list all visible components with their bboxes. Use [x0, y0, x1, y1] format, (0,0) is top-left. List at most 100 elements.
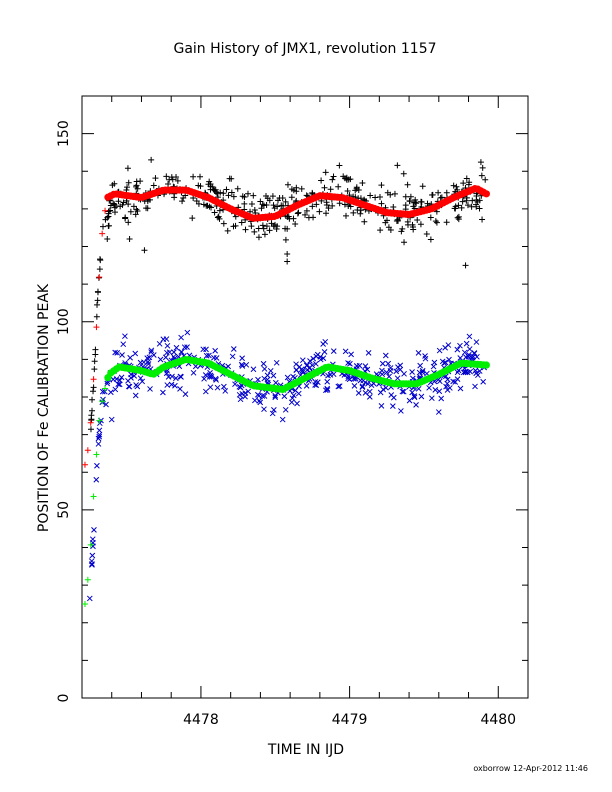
data-point-x	[173, 375, 179, 382]
data-point-plus	[418, 198, 425, 205]
data-point-plus	[464, 202, 471, 209]
data-point-x	[469, 354, 475, 361]
data-point-x	[101, 388, 108, 395]
data-point-plus	[427, 214, 434, 221]
data-point-x	[173, 344, 180, 351]
data-point-plus	[127, 208, 134, 215]
data-point-x	[379, 360, 386, 367]
data-point-plus	[285, 213, 292, 220]
data-point-x	[255, 376, 261, 383]
data-point-x	[260, 360, 267, 367]
data-point-plus	[344, 187, 351, 194]
data-point-plus	[115, 198, 122, 205]
data-point-x	[190, 369, 197, 376]
data-point-x	[214, 384, 221, 391]
data-point-x	[230, 346, 237, 352]
data-point-x	[351, 376, 357, 382]
data-point-plus	[90, 376, 97, 383]
data-point-x	[166, 349, 173, 356]
data-point-x	[335, 383, 342, 390]
data-point-plus	[325, 205, 332, 212]
data-point-x	[313, 382, 320, 389]
data-point-x	[351, 383, 358, 389]
data-point-x	[115, 381, 122, 388]
data-point-plus	[302, 211, 309, 218]
data-point-plus	[230, 223, 237, 230]
data-point-plus	[234, 185, 241, 192]
data-point-x	[292, 387, 299, 394]
data-point-x	[387, 365, 394, 371]
data-point-x	[270, 372, 277, 379]
data-point-plus	[220, 220, 227, 227]
data-point-x	[388, 392, 395, 398]
data-point-plus	[303, 207, 310, 214]
data-point-plus	[111, 201, 118, 208]
data-point-plus	[435, 189, 442, 196]
data-point-plus	[378, 182, 385, 189]
data-point-x	[432, 386, 439, 393]
data-point-x	[271, 406, 277, 413]
data-point-x	[103, 401, 109, 408]
data-point-x	[239, 355, 246, 362]
data-point-x	[355, 390, 362, 396]
data-point-plus	[282, 236, 289, 243]
data-point-plus	[462, 262, 469, 269]
data-point-x	[317, 354, 324, 360]
data-point-plus	[400, 170, 407, 177]
data-point-plus	[122, 214, 129, 221]
data-point-plus	[427, 236, 434, 243]
data-point-plus	[260, 225, 267, 232]
data-point-plus	[133, 206, 140, 213]
data-point-x	[444, 376, 451, 383]
data-point-plus	[378, 200, 385, 207]
data-point-plus	[313, 201, 320, 208]
data-point-plus	[216, 207, 223, 214]
data-point-plus	[323, 199, 330, 206]
data-point-plus	[190, 173, 197, 180]
data-point-x	[409, 369, 415, 375]
data-point-plus	[361, 218, 368, 225]
data-point-plus	[463, 175, 470, 182]
data-point-plus	[174, 177, 181, 184]
data-point-plus	[81, 461, 88, 468]
data-point-x	[450, 378, 456, 385]
data-point-plus	[479, 164, 486, 171]
data-point-plus	[148, 156, 155, 163]
data-point-plus	[387, 191, 394, 198]
data-point-x	[406, 397, 413, 404]
data-point-x	[245, 388, 252, 395]
data-point-plus	[298, 185, 305, 192]
series-2	[81, 185, 490, 468]
data-point-plus	[238, 219, 245, 226]
y-axis-label: POSITION OF Fe CALIBRATION PEAK	[36, 283, 52, 532]
data-point-x	[237, 396, 244, 403]
data-point-x	[207, 384, 214, 391]
data-point-x	[272, 394, 279, 401]
data-point-plus	[407, 193, 414, 200]
data-point-plus	[385, 224, 392, 231]
data-point-x	[238, 361, 245, 368]
data-point-plus	[350, 209, 357, 216]
data-point-x	[127, 354, 134, 361]
data-point-x	[336, 383, 343, 389]
data-point-x	[446, 356, 452, 363]
data-point-x	[261, 406, 267, 413]
data-point-plus	[316, 208, 323, 215]
data-point-x	[454, 346, 461, 353]
axis-ticks: 0 50 100 150 4478 4479 4480	[56, 95, 529, 728]
data-point-plus	[120, 199, 127, 206]
data-point-plus	[345, 202, 352, 209]
data-point-x	[163, 370, 170, 377]
data-point-plus	[211, 209, 218, 216]
data-point-plus	[318, 177, 325, 184]
data-point-x	[299, 367, 306, 374]
data-point-x	[413, 402, 419, 408]
data-point-x	[365, 380, 371, 387]
data-point-x	[213, 377, 219, 383]
chart-title: Gain History of JMX1, revolution 1157	[173, 41, 436, 57]
data-point-plus	[124, 165, 131, 172]
data-point-x	[366, 388, 373, 395]
data-point-plus	[87, 426, 94, 433]
data-point-plus	[255, 234, 262, 241]
